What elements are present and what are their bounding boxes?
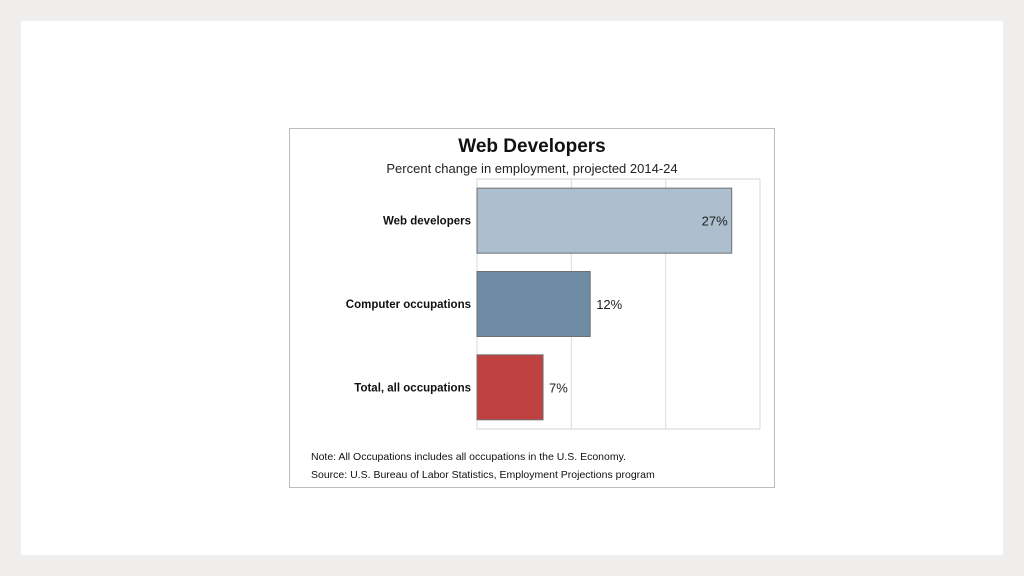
category-label: Total, all occupations [354,382,471,394]
bar [476,271,591,337]
bar [476,354,544,421]
category-label: Web developers [383,216,471,228]
chart-subtitle: Percent change in employment, projected … [386,161,678,176]
slide-background: Web Developers Percent change in employm… [21,21,1003,555]
chart-figure: Web Developers Percent change in employm… [289,128,775,488]
data-label: 7% [549,380,568,395]
data-label: 27% [702,214,728,229]
chart-note: Note: All Occupations includes all occup… [311,451,626,463]
bar-chart-plot: Web developers 27% Computer occupations 12%… [346,178,761,430]
category-label: Computer occupations [346,299,471,311]
bar [476,187,733,254]
chart-title: Web Developers [458,136,606,157]
data-label: 12% [596,297,622,312]
chart-source: Source: U.S. Bureau of Labor Statistics,… [311,469,655,481]
